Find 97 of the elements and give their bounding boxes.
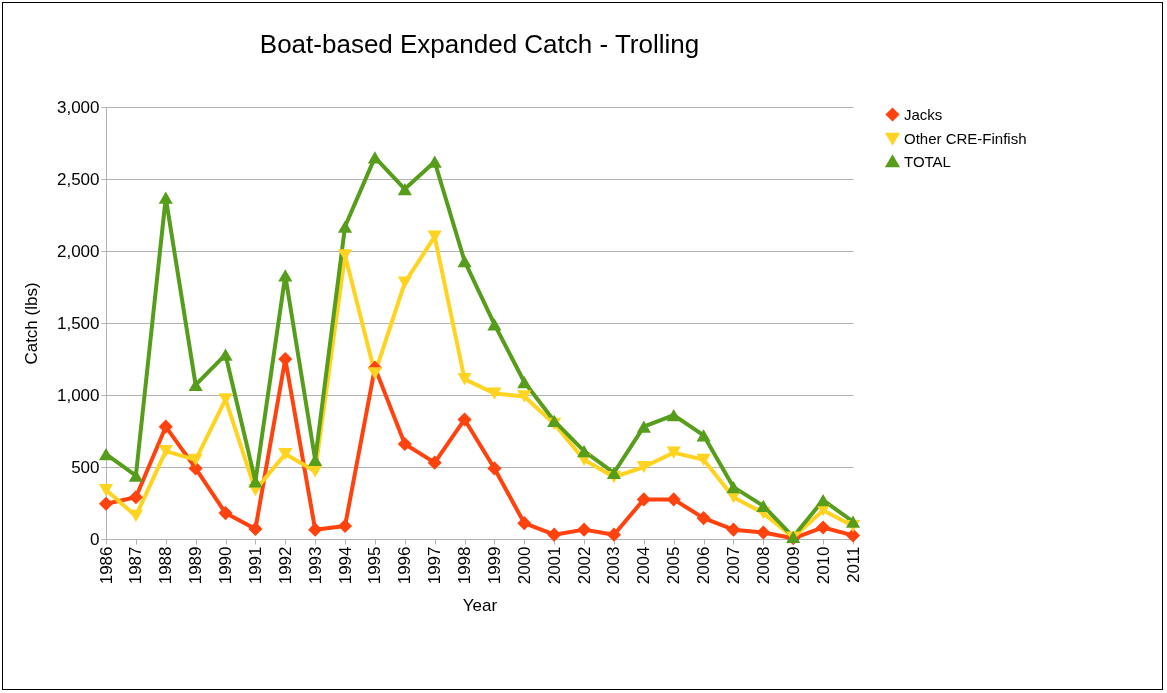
point (158, 191, 173, 204)
point (397, 276, 412, 289)
point (845, 528, 861, 543)
x-tick-label: 2001 (544, 546, 564, 585)
point (487, 387, 502, 400)
x-tick-label: 1992 (275, 546, 295, 585)
x-tick-label: 1994 (335, 546, 355, 585)
point (636, 492, 651, 507)
point (218, 506, 233, 521)
point (427, 155, 442, 168)
y-tick-label: 3,000 (56, 97, 100, 117)
x-tick-label: 1989 (186, 546, 206, 585)
point (98, 496, 114, 511)
y-tick-label: 500 (71, 457, 100, 477)
point (188, 453, 203, 466)
x-tick-label: 2008 (753, 546, 773, 585)
x-tick-label: 1990 (216, 546, 236, 585)
point (666, 492, 681, 507)
point (218, 348, 233, 361)
point (606, 527, 622, 542)
point (188, 461, 203, 476)
point (756, 525, 771, 540)
point (337, 518, 353, 534)
point (457, 412, 472, 427)
legend-label: Other CRE-Finfish (904, 129, 1027, 147)
y-tick-label: 2,500 (56, 169, 100, 189)
point (517, 516, 532, 531)
point (278, 447, 293, 461)
point (696, 511, 711, 526)
x-tick-label: 1986 (96, 546, 116, 585)
point (816, 520, 831, 535)
point (696, 453, 711, 466)
point (726, 522, 741, 537)
legend-label: Jacks (904, 105, 943, 123)
x-tick-label: 2005 (664, 546, 684, 585)
legend-label: TOTAL (904, 152, 951, 170)
x-tick-label: 2011 (843, 546, 863, 584)
point (397, 182, 412, 196)
y-tick-label: 1,500 (56, 313, 100, 333)
point (577, 522, 592, 537)
point (457, 373, 472, 386)
point (517, 390, 532, 403)
point (248, 521, 263, 536)
point (636, 460, 651, 474)
x-tick-label: 2004 (634, 546, 654, 585)
y-axis-title: Catch (lbs) (21, 282, 41, 365)
x-tick-label: 1988 (156, 546, 176, 585)
x-axis-title: Year (462, 596, 498, 616)
point (816, 494, 831, 507)
point (726, 481, 741, 494)
point (427, 455, 442, 470)
point (666, 409, 681, 422)
point (606, 466, 622, 479)
x-tick-label: 1987 (126, 546, 146, 585)
point (158, 419, 173, 434)
x-tick-label: 2002 (574, 546, 594, 585)
point (367, 367, 382, 380)
point (487, 461, 502, 476)
x-tick-label: 1999 (484, 546, 504, 585)
point (128, 469, 143, 482)
y-tick-label: 2,000 (56, 241, 100, 261)
x-tick-label: 1996 (395, 546, 415, 585)
point (98, 447, 114, 461)
point (696, 429, 711, 442)
point (367, 151, 382, 164)
point (487, 318, 502, 331)
point (517, 375, 532, 389)
point (98, 483, 114, 497)
x-tick-label: 2003 (604, 546, 624, 585)
point (577, 445, 592, 458)
point (308, 522, 323, 537)
point (337, 220, 353, 233)
point (636, 420, 651, 433)
x-tick-label: 1993 (305, 546, 325, 585)
x-tick-label: 1995 (365, 546, 385, 585)
point (547, 527, 562, 542)
point (845, 515, 861, 528)
y-tick-label: 0 (90, 529, 100, 549)
x-tick-label: 2009 (783, 546, 803, 585)
x-tick-label: 2010 (813, 546, 833, 585)
point (457, 254, 472, 268)
point (397, 436, 412, 452)
point (218, 393, 233, 406)
x-tick-label: 1997 (425, 546, 445, 585)
x-tick-label: 2007 (723, 546, 743, 585)
point (158, 445, 173, 458)
chart-title: Boat-based Expanded Catch - Trolling (259, 29, 700, 59)
point (756, 499, 771, 512)
x-tick-label: 1991 (245, 546, 265, 585)
x-tick-label: 2006 (694, 546, 714, 585)
point (188, 378, 203, 392)
point (278, 269, 293, 282)
x-tick-label: 1998 (455, 546, 475, 585)
point (666, 446, 681, 459)
y-tick-label: 1,000 (56, 385, 100, 405)
x-tick-label: 2000 (514, 546, 534, 585)
point (128, 490, 143, 505)
